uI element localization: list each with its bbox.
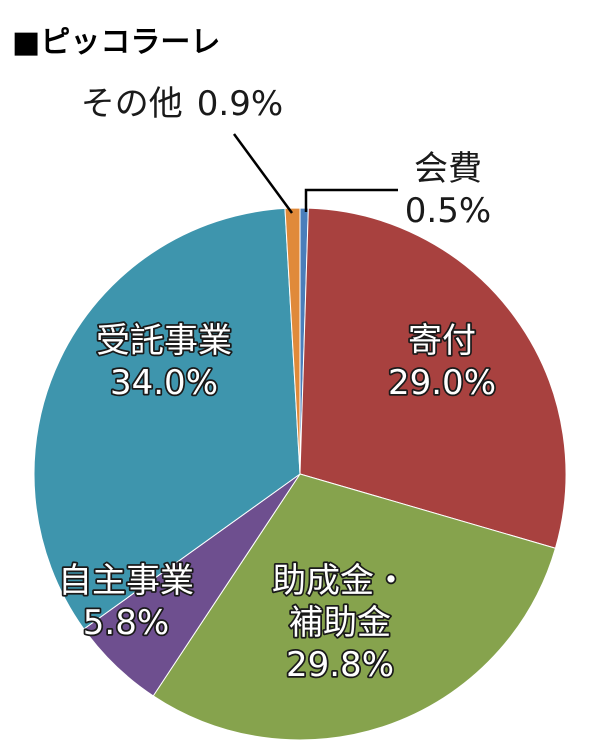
slice-category-kifu: 寄付 xyxy=(408,321,476,361)
slice-label-jishu: 自主事業 5.8% xyxy=(58,561,194,643)
pie-slice-kifu xyxy=(299,207,567,549)
slice-value-sonota: 0.9% xyxy=(197,84,283,124)
slice-label-jutaku: 受託事業 34.0% xyxy=(96,321,232,403)
pie-slice-jutaku xyxy=(33,207,301,630)
slice-category-jishu: 自主事業 xyxy=(58,561,194,601)
slice-category-kaihi: 会費 xyxy=(414,149,482,189)
slice-label-josei: 助成金・補助金 29.8% xyxy=(272,561,408,685)
slice-category-jutaku: 受託事業 xyxy=(96,321,232,361)
slice-label-sonota: その他 0.9% xyxy=(81,84,283,124)
leader-line-kaihi xyxy=(304,188,398,212)
slice-label-kaihi: 会費 0.5% xyxy=(405,149,491,231)
slice-value-josei: 29.8% xyxy=(286,645,394,685)
pie-labels: 会費 0.5% 寄付 29.0% 助成金・補助金 29.8% 自主事業 5.8% 受託事業 34.… xyxy=(56,84,498,687)
slice-label-kifu: 寄付 29.0% xyxy=(388,321,496,403)
pie-slices xyxy=(33,207,567,741)
slice-value-jutaku: 34.0% xyxy=(110,363,218,403)
pie-slice-sonota xyxy=(284,207,301,475)
slice-value-kaihi: 0.5% xyxy=(405,191,491,231)
slice-value-kifu: 29.0% xyxy=(388,363,496,403)
leader-line-sonota xyxy=(232,133,294,214)
slice-value-jishu: 5.8% xyxy=(83,603,169,643)
slice-category-josei: 補助金 xyxy=(289,603,391,643)
slice-category-sonota: その他 xyxy=(81,84,183,124)
pie-slice-josei xyxy=(152,473,557,741)
slice-category-josei: 助成金・ xyxy=(272,561,408,601)
chart-title: ■ピッコラーレ xyxy=(12,25,220,60)
